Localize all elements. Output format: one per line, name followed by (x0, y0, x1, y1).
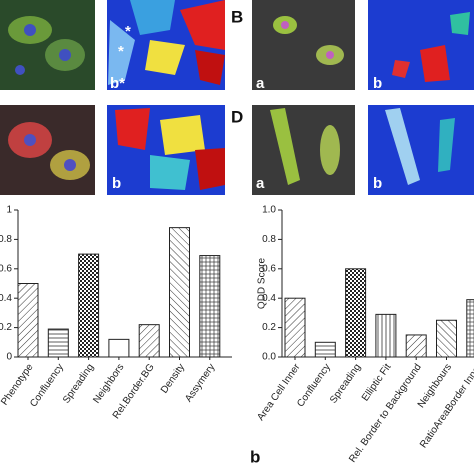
y-tick-label: 0.4 (262, 293, 276, 304)
x-tick-label: Density (159, 362, 187, 396)
x-tick-label: Elliptic Fit (360, 362, 394, 404)
bar (108, 338, 130, 358)
bar (199, 255, 221, 358)
bar (78, 253, 100, 358)
panel-label: B (231, 7, 243, 26)
image-label: b (373, 75, 382, 92)
bar (436, 319, 457, 358)
panel-label: D (231, 107, 243, 126)
bar (314, 341, 336, 358)
image-label: * (125, 23, 131, 40)
bar (345, 268, 367, 358)
bar (138, 324, 160, 358)
bar (47, 328, 69, 358)
bar (17, 283, 39, 358)
bar (169, 227, 190, 358)
image-label: * (118, 43, 124, 60)
image (0, 0, 95, 90)
image-label: b* (110, 75, 125, 92)
image (252, 105, 355, 195)
image (252, 0, 355, 90)
image (368, 105, 474, 195)
image-label: a (256, 175, 265, 192)
y-tick-label: 0.8 (262, 234, 276, 245)
image-label: a (256, 75, 265, 92)
y-tick-label: 0.4 (0, 293, 12, 304)
chart-label: b (250, 447, 260, 466)
y-tick-label: 0.2 (0, 322, 12, 333)
bar (284, 297, 306, 358)
y-tick-label: 1 (6, 205, 12, 216)
y-tick-label: 0.2 (262, 322, 276, 333)
bar (375, 313, 397, 358)
y-tick-label: 0.8 (0, 234, 12, 245)
image (107, 105, 225, 195)
image-label: b (112, 175, 121, 192)
image (368, 0, 474, 90)
y-tick-label: 0.6 (0, 263, 12, 274)
image (107, 0, 225, 90)
image-label: b (373, 175, 382, 192)
bar (466, 299, 474, 358)
y-tick-label: 0.0 (262, 352, 276, 363)
x-tick-label: Area Cell Inner (255, 361, 303, 422)
y-axis-label: QDD Score (257, 258, 268, 310)
bar (405, 334, 427, 358)
y-tick-label: 0.6 (262, 263, 276, 274)
y-tick-label: 1.0 (262, 205, 276, 216)
x-tick-label: Assymery (183, 362, 217, 404)
y-tick-label: 0 (6, 352, 12, 363)
x-tick-label: Spreading (328, 362, 363, 406)
image (0, 105, 95, 195)
